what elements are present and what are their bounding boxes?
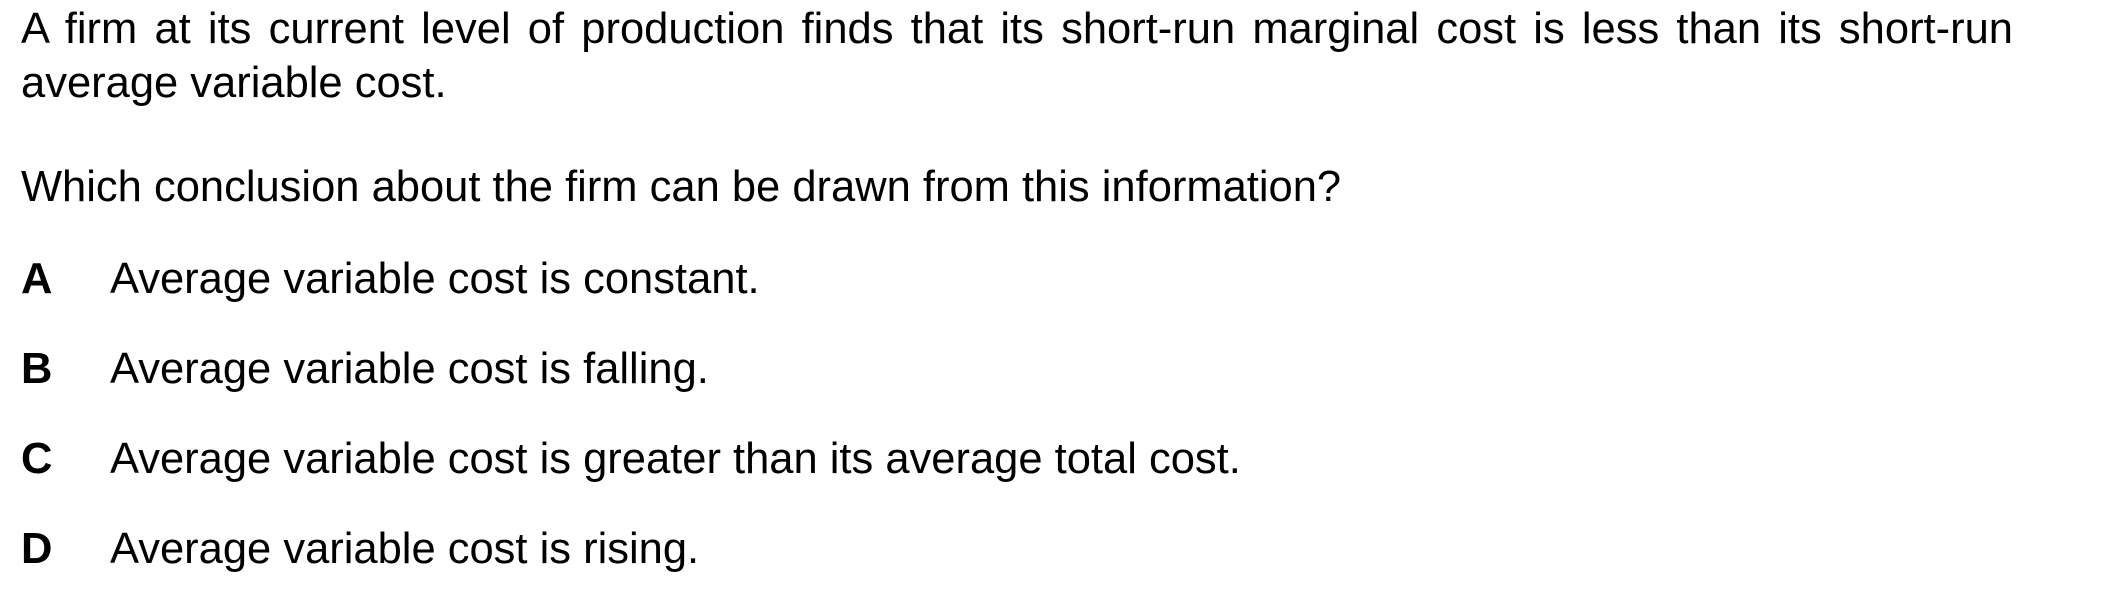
option-text: Average variable cost is greater than it… [110, 435, 1241, 483]
option-text: Average variable cost is falling. [110, 345, 709, 393]
question-prompt: Which conclusion about the firm can be d… [21, 163, 1342, 211]
option-b[interactable]: B Average variable cost is falling. [21, 342, 2013, 396]
question-block: A firm at its current level of productio… [21, 0, 2013, 612]
option-letter: C [21, 435, 53, 483]
option-text: Average variable cost is rising. [110, 525, 700, 573]
option-d[interactable]: D Average variable cost is rising. [21, 522, 2013, 576]
option-letter: D [21, 525, 53, 573]
option-letter: B [21, 345, 53, 393]
option-a[interactable]: A Average variable cost is constant. [21, 252, 2013, 306]
answer-options: A Average variable cost is constant. B A… [21, 252, 2013, 576]
option-c[interactable]: C Average variable cost is greater than … [21, 432, 2013, 486]
option-letter: A [21, 255, 53, 303]
option-text: Average variable cost is constant. [110, 255, 760, 303]
question-stem: A firm at its current level of productio… [21, 5, 2013, 107]
